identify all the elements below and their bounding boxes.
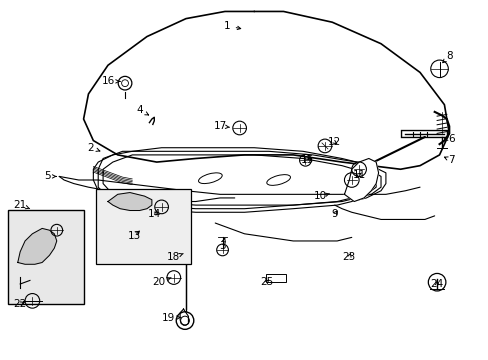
Polygon shape xyxy=(108,193,152,211)
Text: 2: 2 xyxy=(87,143,100,153)
Text: 14: 14 xyxy=(147,209,161,219)
Text: 23: 23 xyxy=(342,252,355,262)
Ellipse shape xyxy=(266,175,290,185)
Text: 25: 25 xyxy=(259,277,272,287)
Text: 18: 18 xyxy=(167,252,183,262)
Ellipse shape xyxy=(198,173,222,184)
FancyBboxPatch shape xyxy=(266,274,285,282)
Text: 7: 7 xyxy=(444,155,454,165)
Text: 20: 20 xyxy=(152,277,171,287)
Text: 19: 19 xyxy=(162,313,181,323)
Text: 22: 22 xyxy=(14,299,27,309)
Text: 5: 5 xyxy=(43,171,56,181)
FancyBboxPatch shape xyxy=(8,211,83,304)
Text: 4: 4 xyxy=(136,105,148,115)
Polygon shape xyxy=(180,309,188,325)
Text: 21: 21 xyxy=(14,200,30,210)
Text: 16: 16 xyxy=(101,76,120,86)
Text: 8: 8 xyxy=(442,51,452,63)
Text: 24: 24 xyxy=(429,279,443,289)
Text: 6: 6 xyxy=(444,134,454,144)
Polygon shape xyxy=(344,158,378,202)
Text: 10: 10 xyxy=(313,191,329,201)
Text: 17: 17 xyxy=(213,121,229,131)
FancyBboxPatch shape xyxy=(96,189,190,264)
Text: 13: 13 xyxy=(128,231,141,240)
Polygon shape xyxy=(18,228,57,264)
Text: 15: 15 xyxy=(301,155,314,165)
Text: 9: 9 xyxy=(331,209,337,219)
Text: 11: 11 xyxy=(352,170,365,180)
Text: 12: 12 xyxy=(327,138,341,147)
Text: 1: 1 xyxy=(224,21,240,31)
Text: 3: 3 xyxy=(219,238,225,251)
